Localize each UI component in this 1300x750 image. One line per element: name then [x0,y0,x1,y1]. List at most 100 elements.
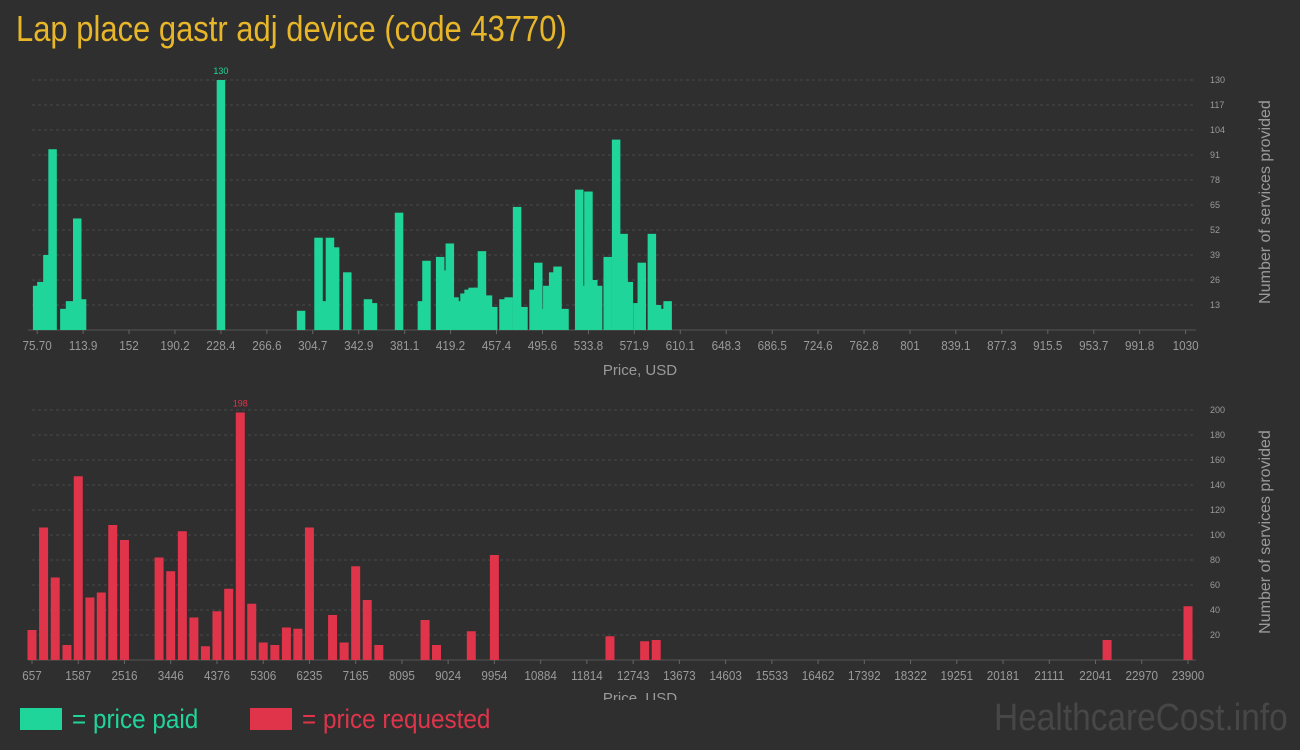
bar [60,308,69,330]
bar [499,299,508,330]
legend-paid-label: = price paid [72,703,199,734]
bar [611,139,621,330]
bar [270,645,280,660]
x-tick-label: 457.4 [482,338,511,353]
bar [374,645,384,660]
bar [65,301,75,330]
x-tick-label: 23900 [1172,668,1205,683]
bar [85,597,95,660]
bar [224,588,234,660]
y-tick-label: 52 [1210,225,1220,235]
bar [589,280,598,330]
watermark-logo: HealthcareCost.info [994,697,1288,739]
bar [417,301,427,330]
x-tick-label: 13673 [663,668,696,683]
bar [489,555,499,660]
x-tick-label: 6235 [296,668,322,683]
bar [72,218,82,330]
bar [48,149,57,330]
y-axis-title: Number of services provided [1257,100,1274,304]
bar [351,566,361,660]
bar [154,557,164,660]
bar [235,412,245,660]
y-tick-label: 26 [1210,275,1220,285]
x-tick-label: 14603 [709,668,742,683]
bar [50,577,60,660]
bar [27,630,37,660]
bar [177,531,187,660]
x-tick-label: 915.5 [1033,338,1062,353]
y-tick-label: 120 [1210,505,1225,515]
y-tick-label: 200 [1210,405,1225,415]
x-tick-label: 495.6 [528,338,557,353]
bar [445,243,455,330]
y-tick-label: 160 [1210,455,1225,465]
x-tick-label: 75.70 [23,338,52,353]
bar [304,527,314,660]
x-tick-label: 991.8 [1125,338,1154,353]
bar [435,256,445,330]
bar [330,247,340,330]
bar [455,301,464,330]
bar [624,281,634,330]
x-tick-label: 18322 [894,668,927,683]
x-tick-label: 21111 [1034,668,1064,683]
x-tick-label: 113.9 [69,338,98,353]
charts-canvas: 13 26 39 52 65 78 91 104 117 130 75.70 113.9 152 190.… [22,66,1274,701]
x-tick-label: 17392 [848,668,881,683]
y-tick-label: 39 [1210,250,1220,260]
x-tick-label: 801 [900,338,920,353]
legend-requested-label: = price requested [302,703,491,734]
bar [605,636,615,660]
bar [663,301,672,330]
x-tick-label: 12743 [617,668,650,683]
bar [579,285,588,330]
x-tick-label: 839.1 [941,338,970,353]
bar [468,287,477,330]
bar [489,306,498,330]
legend-requested: = price requested [250,702,511,736]
x-tick-label: 228.4 [206,338,235,353]
x-tick-label: 648.3 [712,338,741,353]
bar [363,299,373,330]
x-tick-label: 877.3 [987,338,1016,353]
x-axis-title: Price, USD [603,362,677,379]
bar [420,620,430,660]
bar [293,628,303,660]
bar [216,80,226,330]
bar [431,645,441,660]
bar [548,272,558,330]
bar [619,233,628,330]
bar [647,233,657,330]
bar [512,206,522,330]
y-tick-label: 65 [1210,200,1220,210]
x-tick-label: 190.2 [160,338,189,353]
y-tick-label: 40 [1210,605,1220,615]
x-tick-label: 657 [22,668,42,683]
legend-paid: = price paid [20,702,212,736]
x-tick-label: 381.1 [390,338,419,353]
y-tick-label: 20 [1210,630,1220,640]
bar [477,251,487,330]
y-axis-title: Number of services provided [1257,430,1274,634]
paid-chart-panel: 13 26 39 52 65 78 91 104 117 130 75.70 113.9 152 190.… [23,66,1274,379]
bar [603,256,612,330]
x-tick-label: 4376 [204,668,230,683]
legend-requested-swatch [250,708,292,730]
x-tick-label: 9024 [435,668,461,683]
requested-chart-panel: 20 40 60 80 100 120 140 160 180 200 657 1587 2516 344… [22,399,1274,701]
peak-value-label: 130 [213,66,228,76]
bar [651,640,661,660]
bar [166,571,176,660]
x-tick-label: 304.7 [298,338,327,353]
bar [73,476,83,660]
x-tick-label: 419.2 [436,338,465,353]
bar [39,527,49,660]
x-tick-label: 15533 [756,668,789,683]
bar [440,270,450,330]
x-tick-label: 2516 [111,668,137,683]
y-tick-label: 140 [1210,480,1225,490]
y-tick-label: 13 [1210,300,1220,310]
y-tick-label: 117 [1210,100,1224,110]
bar [368,303,378,330]
